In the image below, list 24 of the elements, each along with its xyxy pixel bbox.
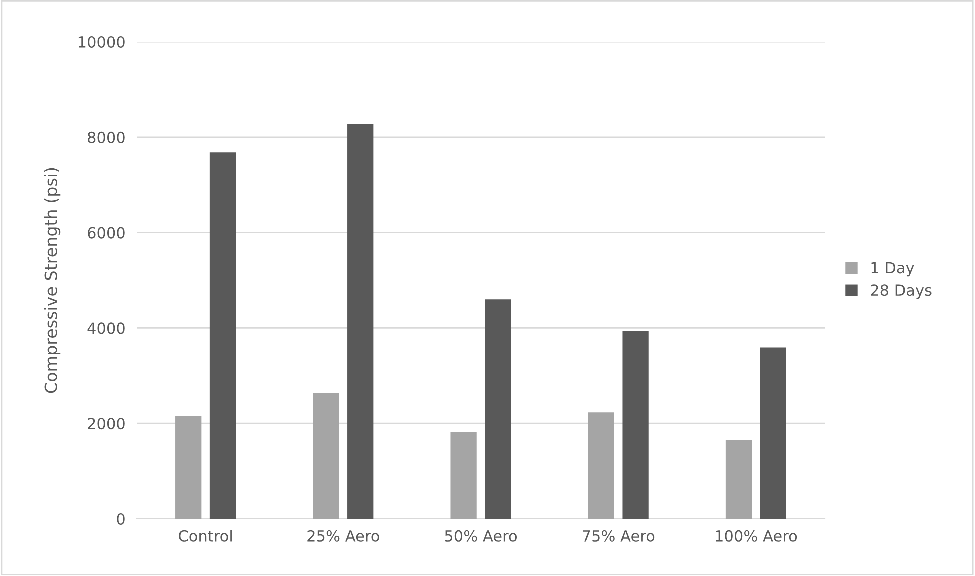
legend-label: 28 Days	[871, 284, 932, 300]
y-tick-label: 6000	[88, 227, 125, 239]
bar	[176, 416, 202, 519]
bar	[622, 331, 649, 519]
y-tick-label: 2000	[88, 418, 125, 430]
y-tick-label: 8000	[88, 132, 125, 144]
bar	[210, 152, 236, 519]
x-tick-label: 75% Aero	[583, 530, 655, 542]
y-tick-label: 0	[117, 513, 125, 526]
bar	[760, 348, 786, 519]
x-tick-label: Control	[179, 530, 232, 542]
legend-label: 1 Day	[872, 262, 914, 277]
bar	[588, 412, 614, 519]
bar	[348, 124, 374, 519]
bar	[726, 440, 752, 519]
x-tick-label: 25% Aero	[308, 530, 380, 542]
x-tick-label: 100% Aero	[716, 530, 798, 542]
bar	[450, 432, 477, 519]
x-tick-label: 50% Aero	[445, 530, 518, 542]
y-tick-label: 4000	[88, 322, 125, 334]
bar	[313, 394, 340, 519]
y-axis-title: Compressive Strength (psi)	[44, 168, 61, 394]
bar	[485, 300, 512, 519]
y-tick-label: 10000	[78, 36, 125, 48]
